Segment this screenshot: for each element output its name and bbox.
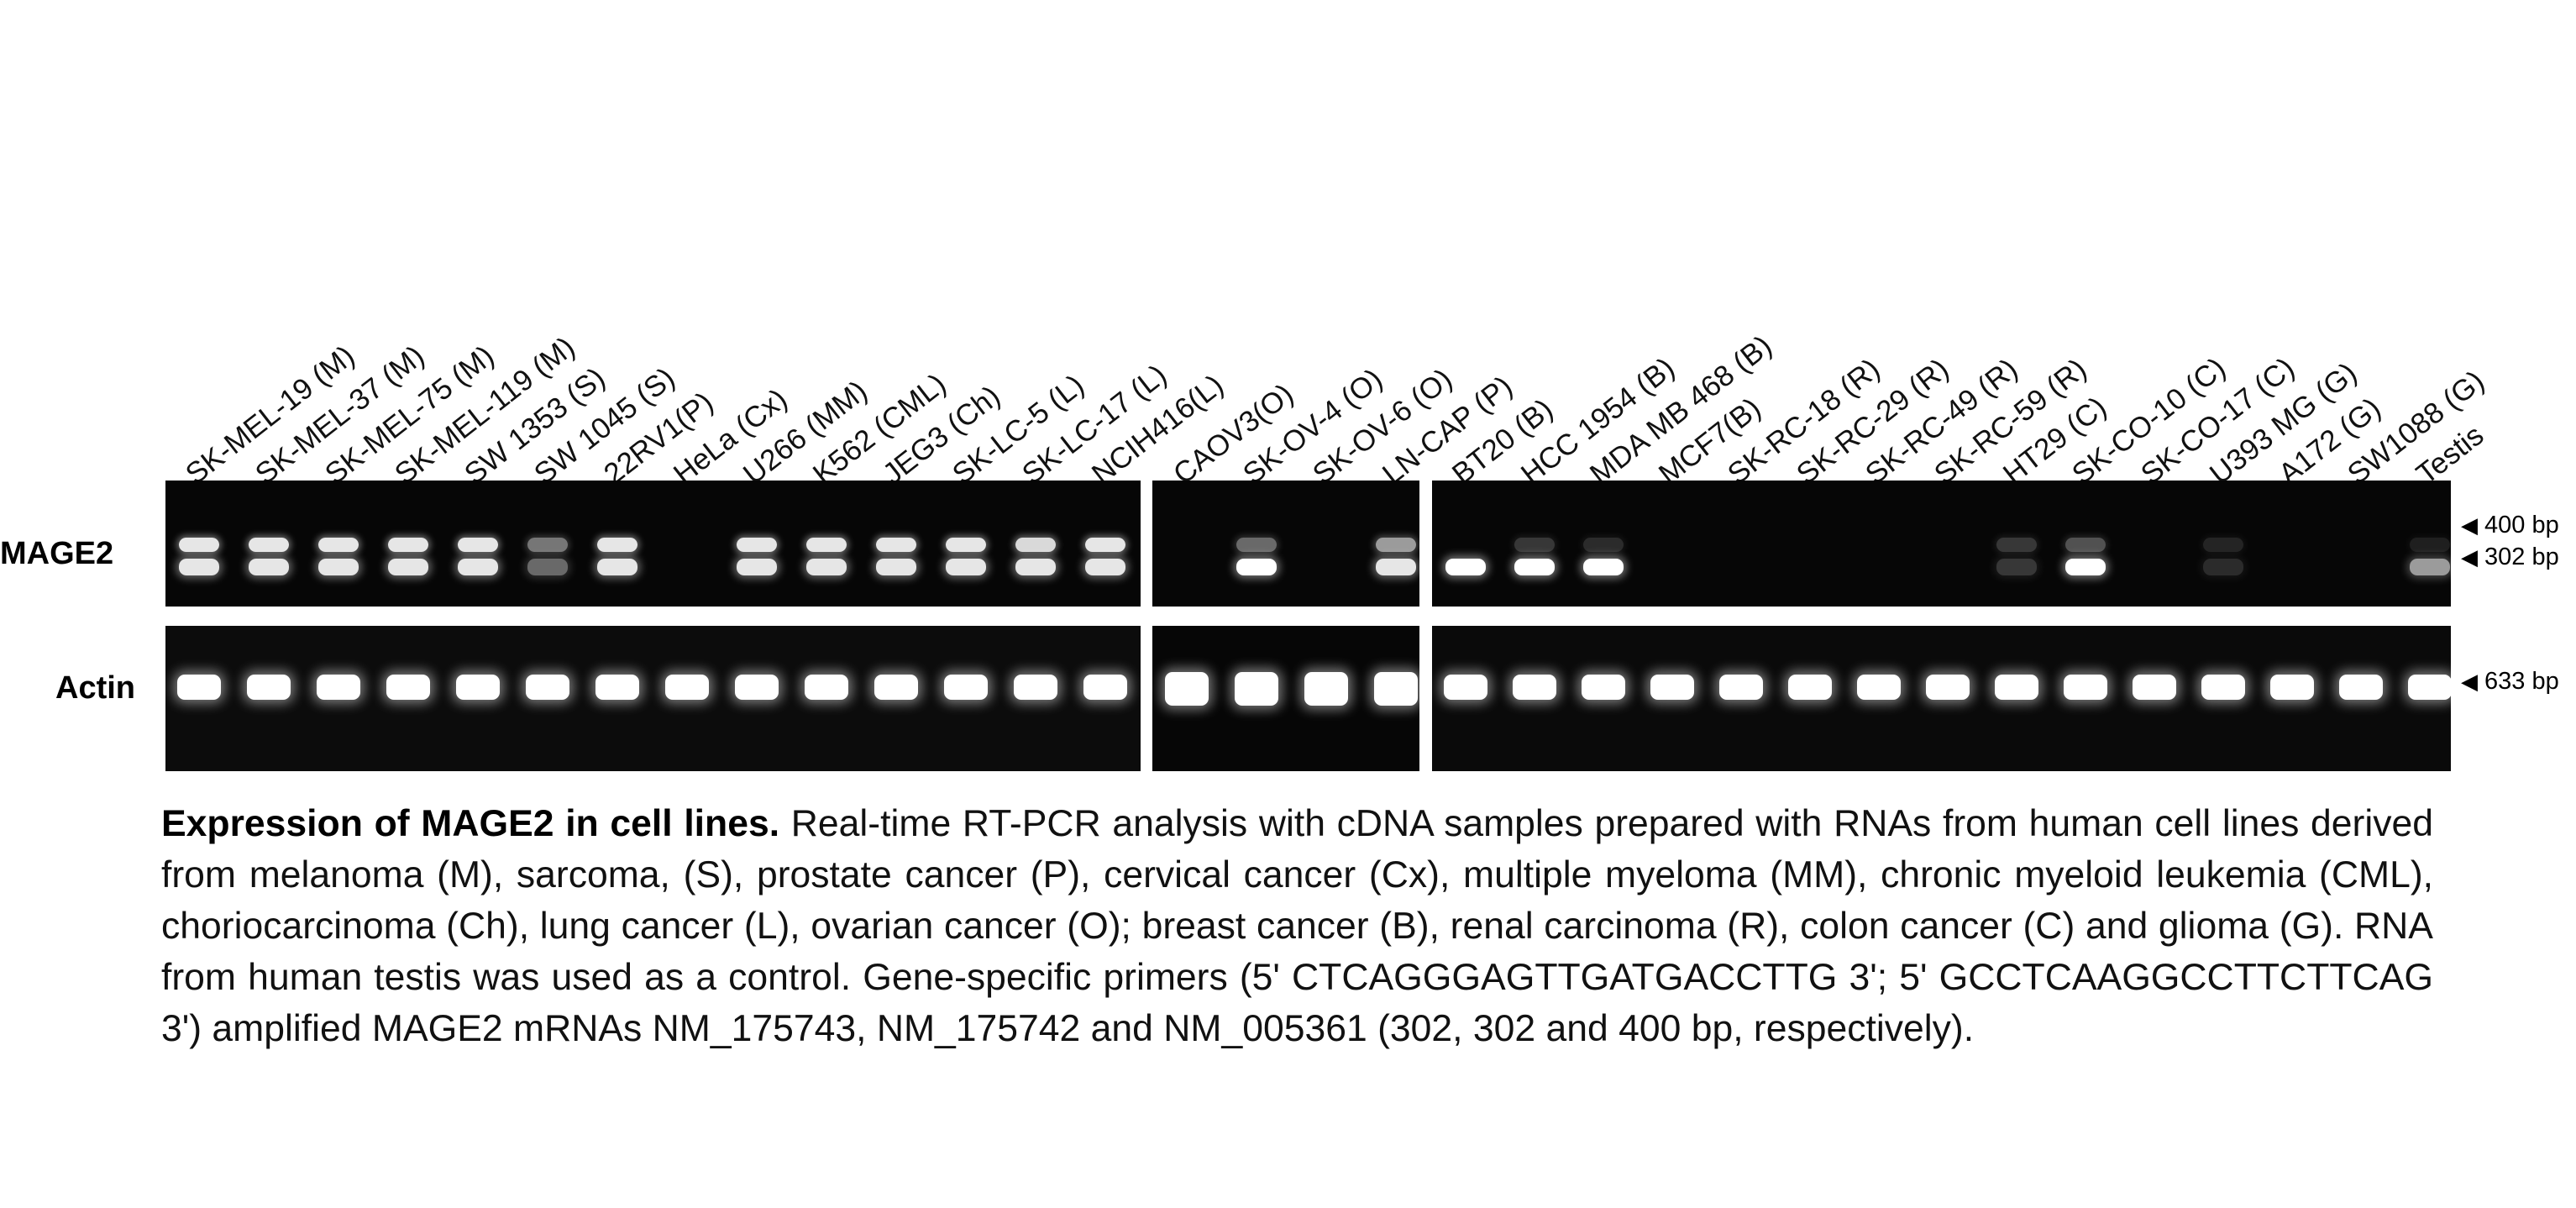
actin-band-633bp bbox=[526, 675, 569, 700]
mage2-band-302bp bbox=[1583, 559, 1624, 575]
mage2-gel-panel-2 bbox=[1152, 481, 1419, 607]
figure-caption: Expression of MAGE2 in cell lines. Real-… bbox=[161, 798, 2433, 1054]
mage2-row-label: MAGE2 bbox=[0, 536, 114, 571]
actin-band-633bp bbox=[456, 675, 500, 700]
mage2-band-400bp bbox=[249, 538, 289, 552]
actin-band-633bp bbox=[665, 675, 709, 700]
marker-302bp-label: 302 bp bbox=[2484, 544, 2559, 570]
actin-band-633bp bbox=[386, 675, 430, 700]
actin-band-633bp bbox=[317, 675, 360, 700]
mage2-band-400bp bbox=[2410, 538, 2450, 552]
actin-band-633bp bbox=[1513, 675, 1556, 700]
mage2-band-302bp bbox=[1445, 559, 1486, 575]
mage2-band-302bp bbox=[179, 559, 219, 575]
mage2-band-400bp bbox=[597, 538, 637, 552]
actin-band-633bp bbox=[1788, 675, 1832, 700]
mage2-band-302bp bbox=[2065, 559, 2106, 575]
actin-band-633bp bbox=[1857, 675, 1901, 700]
actin-band-633bp bbox=[1235, 672, 1278, 706]
actin-band-633bp bbox=[805, 675, 848, 700]
mage2-band-400bp bbox=[1015, 538, 1056, 552]
actin-band-633bp bbox=[2339, 675, 2383, 700]
mage2-band-302bp bbox=[2203, 559, 2243, 575]
mage2-band-302bp bbox=[318, 559, 359, 575]
mage2-band-302bp bbox=[527, 559, 568, 575]
marker-633bp-label: 633 bp bbox=[2484, 668, 2559, 695]
mage2-band-302bp bbox=[2410, 559, 2450, 575]
actin-band-633bp bbox=[735, 675, 779, 700]
mage2-band-302bp bbox=[1996, 559, 2037, 575]
mage2-band-302bp bbox=[1085, 559, 1125, 575]
mage2-band-302bp bbox=[1236, 559, 1277, 575]
actin-band-633bp bbox=[247, 675, 291, 700]
mage2-band-400bp bbox=[1583, 538, 1624, 552]
mage2-band-302bp bbox=[806, 559, 847, 575]
mage2-band-400bp bbox=[876, 538, 916, 552]
actin-band-633bp bbox=[1926, 675, 1970, 700]
mage2-band-302bp bbox=[458, 559, 498, 575]
actin-band-633bp bbox=[2270, 675, 2314, 700]
mage2-band-400bp bbox=[1376, 538, 1416, 552]
mage2-band-302bp bbox=[1015, 559, 1056, 575]
actin-band-633bp bbox=[1374, 672, 1418, 706]
actin-band-633bp bbox=[1719, 675, 1763, 700]
actin-band-633bp bbox=[1582, 675, 1625, 700]
mage2-gel-panel-3 bbox=[1432, 481, 2451, 607]
marker-arrow-icon: ◀ bbox=[2461, 544, 2478, 570]
mage2-band-400bp bbox=[318, 538, 359, 552]
mage2-band-400bp bbox=[527, 538, 568, 552]
marker-400bp: ◀ 400 bp bbox=[2461, 513, 2559, 538]
mage2-band-400bp bbox=[2203, 538, 2243, 552]
actin-band-633bp bbox=[1083, 675, 1127, 700]
mage2-band-400bp bbox=[946, 538, 986, 552]
mage2-band-400bp bbox=[388, 538, 428, 552]
actin-band-633bp bbox=[595, 675, 639, 700]
actin-band-633bp bbox=[2133, 675, 2176, 700]
actin-band-633bp bbox=[1650, 675, 1694, 700]
actin-band-633bp bbox=[2064, 675, 2107, 700]
mage2-band-400bp bbox=[806, 538, 847, 552]
actin-band-633bp bbox=[1014, 675, 1057, 700]
mage2-band-400bp bbox=[2065, 538, 2106, 552]
mage2-gel-panel-1 bbox=[165, 481, 1141, 607]
mage2-band-400bp bbox=[1085, 538, 1125, 552]
mage2-band-400bp bbox=[458, 538, 498, 552]
actin-band-633bp bbox=[2408, 675, 2452, 700]
mage2-band-302bp bbox=[946, 559, 986, 575]
actin-band-633bp bbox=[2201, 675, 2245, 700]
mage2-band-302bp bbox=[597, 559, 637, 575]
mage2-band-400bp bbox=[179, 538, 219, 552]
mage2-band-302bp bbox=[249, 559, 289, 575]
mage2-band-302bp bbox=[876, 559, 916, 575]
marker-633bp: ◀ 633 bp bbox=[2461, 670, 2559, 694]
mage2-band-400bp bbox=[737, 538, 777, 552]
actin-band-633bp bbox=[1995, 675, 2038, 700]
caption-title: Expression of MAGE2 in cell lines. bbox=[161, 803, 780, 844]
mage2-band-400bp bbox=[1996, 538, 2037, 552]
actin-band-633bp bbox=[1165, 672, 1209, 706]
actin-band-633bp bbox=[177, 675, 221, 700]
lane-labels: SK-MEL-19 (M) SK-MEL-37 (M) SK-MEL-75 (M) S… bbox=[0, 0, 2576, 491]
actin-band-633bp bbox=[874, 675, 918, 700]
mage2-band-302bp bbox=[737, 559, 777, 575]
mage2-band-302bp bbox=[1376, 559, 1416, 575]
marker-400bp-label: 400 bp bbox=[2484, 512, 2559, 538]
marker-arrow-icon: ◀ bbox=[2461, 512, 2478, 538]
mage2-band-302bp bbox=[1514, 559, 1555, 575]
actin-gel-panel-1 bbox=[165, 626, 1141, 771]
actin-band-633bp bbox=[1444, 675, 1487, 700]
actin-band-633bp bbox=[944, 675, 988, 700]
actin-row-label: Actin bbox=[55, 670, 135, 706]
mage2-band-400bp bbox=[1236, 538, 1277, 552]
mage2-band-302bp bbox=[388, 559, 428, 575]
caption-body: Real-time RT-PCR analysis with cDNA samp… bbox=[161, 803, 2433, 1049]
actin-band-633bp bbox=[1304, 672, 1348, 706]
marker-302bp: ◀ 302 bp bbox=[2461, 545, 2559, 570]
mage2-band-400bp bbox=[1514, 538, 1555, 552]
marker-arrow-icon: ◀ bbox=[2461, 669, 2478, 694]
